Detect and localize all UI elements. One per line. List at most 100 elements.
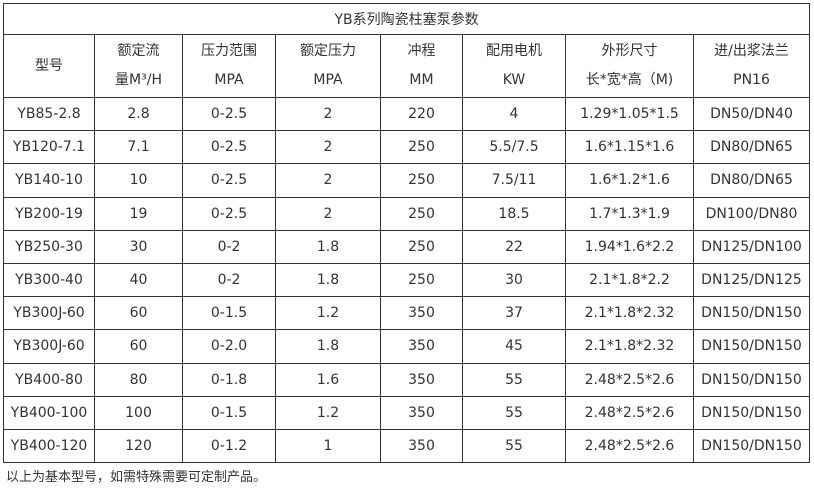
table-cell: YB400-100 xyxy=(3,395,95,430)
table-row: YB400-120 120 0-1.2 1 350 55 2.48*2.5*2.6 DN150… xyxy=(3,428,811,464)
column-header-line: MM xyxy=(409,72,434,88)
table-cell: 30 xyxy=(94,229,183,264)
table-cell: 0-2.5 xyxy=(182,130,276,165)
table-cell: 350 xyxy=(380,395,463,430)
table-cell: 60 xyxy=(94,296,183,331)
table-row: YB85-2.8 2.8 0-2.5 2 220 4 1.29*1.05*1.5 DN50/D… xyxy=(3,96,811,132)
table-cell: 1.6*1.15*1.6 xyxy=(565,130,694,165)
table-cell: YB400-80 xyxy=(3,362,95,397)
table-cell: 5.5/7.5 xyxy=(462,130,566,165)
table-title: YB系列陶瓷柱塞泵参数 xyxy=(2,3,811,35)
table-cell: 1.2 xyxy=(275,395,381,430)
table-cell: DN125/DN125 xyxy=(692,262,811,298)
table-cell: YB300J-60 xyxy=(3,329,95,364)
table-cell: 2.1*1.8*2.32 xyxy=(565,296,694,331)
table-cell: 37 xyxy=(462,296,566,331)
column-header-line: 外形尺寸 xyxy=(601,43,658,59)
table-cell: 2.48*2.5*2.6 xyxy=(565,395,694,430)
table-row: YB140-10 10 0-2.5 2 250 7.5/11 1.6*1.2*1.6 DN80… xyxy=(3,163,811,198)
table-cell: 0-1.5 xyxy=(182,395,276,430)
column-header-line: 冲程 xyxy=(407,43,436,59)
table-cell: 2.48*2.5*2.6 xyxy=(565,362,694,397)
column-header: 进/出浆法兰 PN16 xyxy=(692,34,811,98)
table-cell: 0-2.5 xyxy=(182,196,276,231)
table-cell: 2 xyxy=(275,196,381,231)
table-cell: 80 xyxy=(94,362,183,397)
table-cell: DN150/DN150 xyxy=(692,428,811,464)
table-cell: 2.48*2.5*2.6 xyxy=(565,428,694,464)
table-cell: 0-2.5 xyxy=(182,96,276,132)
table-cell: DN80/DN65 xyxy=(692,130,811,165)
table-cell: 30 xyxy=(462,262,566,298)
column-header-line: 额定压力 xyxy=(300,43,356,59)
table-row: YB200-19 19 0-2.5 2 250 18.5 1.7*1.3*1.9 DN100/… xyxy=(3,196,811,231)
column-header: 外形尺寸 长*宽*高（M) xyxy=(565,34,694,98)
table-cell: 55 xyxy=(462,395,566,430)
table-cell: 250 xyxy=(380,229,463,264)
table-cell: DN150/DN150 xyxy=(692,296,811,331)
table-cell: 4 xyxy=(462,96,566,132)
table-cell: 55 xyxy=(462,362,566,397)
table-cell: YB120-7.1 xyxy=(3,130,95,165)
table-cell: 120 xyxy=(94,428,183,464)
table-cell: 250 xyxy=(380,130,463,165)
table-cell: 250 xyxy=(380,196,463,231)
table-row: YB300J-60 60 0-1.5 1.2 350 37 2.1*1.8*2.32 DN15… xyxy=(3,296,811,331)
table-cell: 2.8 xyxy=(94,96,183,132)
table-cell: 60 xyxy=(94,329,183,364)
table-cell: 18.5 xyxy=(462,196,566,231)
table-cell: 350 xyxy=(380,329,463,364)
table-cell: YB300-40 xyxy=(3,262,95,298)
table-row: YB400-80 80 0-1.8 1.6 350 55 2.48*2.5*2.6 DN150… xyxy=(3,362,811,397)
table-cell: 0-2.5 xyxy=(182,163,276,198)
column-header-line: MPA xyxy=(214,72,244,88)
table-cell: 40 xyxy=(94,262,183,298)
table-cell: 2 xyxy=(275,163,381,198)
table-cell: 0-2 xyxy=(182,229,276,264)
column-header: 额定压力 MPA xyxy=(275,34,381,98)
column-header: 额定流 量M³/H xyxy=(94,34,183,98)
column-header: 压力范围 MPA xyxy=(182,34,276,98)
column-header-line: 量M³/H xyxy=(115,72,162,88)
column-header-line: 进/出浆法兰 xyxy=(714,43,789,59)
table-cell: 1.2 xyxy=(275,296,381,331)
table-row: YB120-7.1 7.1 0-2.5 2 250 5.5/7.5 1.6*1.15*1.6… xyxy=(3,130,811,165)
column-header-line: PN16 xyxy=(733,72,770,88)
table-cell: 1 xyxy=(275,428,381,464)
table-cell: DN125/DN100 xyxy=(692,229,811,264)
table-row: YB400-100 100 0-1.5 1.2 350 55 2.48*2.5*2.6 DN1… xyxy=(3,395,811,430)
table-cell: DN50/DN40 xyxy=(692,96,811,132)
table-cell: 100 xyxy=(94,395,183,430)
table-cell: YB250-30 xyxy=(3,229,95,264)
column-header-line: 型号 xyxy=(35,57,63,74)
table-cell: 2 xyxy=(275,96,381,132)
pump-spec-table: YB系列陶瓷柱塞泵参数 型号 额定流 量M³/H 压力范围 MPA 额定压力 MPA 冲程 MM… xyxy=(2,3,811,464)
column-header: 配用电机 KW xyxy=(462,34,566,98)
table-cell: 0-1.5 xyxy=(182,296,276,331)
table-cell: YB400-120 xyxy=(3,428,95,464)
table-cell: DN80/DN65 xyxy=(692,163,811,198)
column-header-line: 配用电机 xyxy=(486,43,542,59)
table-cell: 10 xyxy=(94,163,183,198)
table-cell: 2.1*1.8*2.2 xyxy=(565,262,694,298)
footnote: 以上为基本型号，如需特殊需要可定制产品。 xyxy=(6,470,267,485)
table-cell: 350 xyxy=(380,362,463,397)
table-row: YB300J-60 60 0-2.0 1.8 350 45 2.1*1.8*2.32 DN15… xyxy=(3,329,811,364)
table-cell: 1.7*1.3*1.9 xyxy=(565,196,694,231)
table-cell: 220 xyxy=(380,96,463,132)
column-header-line: 压力范围 xyxy=(201,43,257,59)
table-cell: 1.8 xyxy=(275,329,381,364)
table-row: YB250-30 30 0-2 1.8 250 22 1.94*1.6*2.2 DN125/D… xyxy=(3,229,811,264)
column-header-line: MPA xyxy=(313,72,343,88)
table-cell: 22 xyxy=(462,229,566,264)
table-cell: 1.29*1.05*1.5 xyxy=(565,96,694,132)
table-cell: 350 xyxy=(380,428,463,464)
table-cell: 7.5/11 xyxy=(462,163,566,198)
table-cell: 0-1.2 xyxy=(182,428,276,464)
table-cell: 2 xyxy=(275,130,381,165)
table-cell: YB140-10 xyxy=(3,163,95,198)
table-cell: DN150/DN150 xyxy=(692,395,811,430)
table-cell: DN150/DN150 xyxy=(692,329,811,364)
table-cell: DN150/DN150 xyxy=(692,362,811,397)
table-cell: 1.94*1.6*2.2 xyxy=(565,229,694,264)
